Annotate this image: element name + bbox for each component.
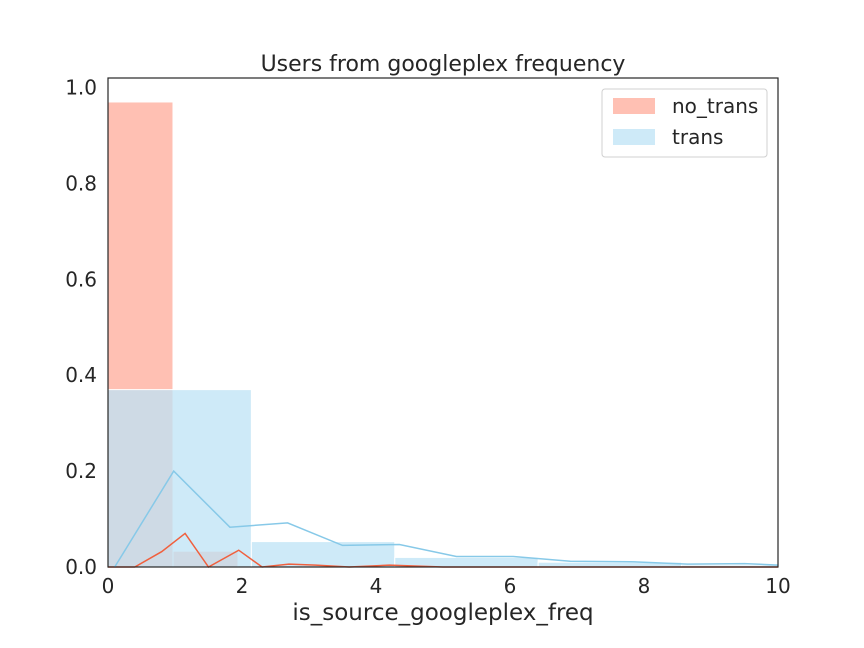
- x-axis-label: is_source_googleplex_freq: [292, 600, 593, 626]
- trans-density-line: [114, 469, 779, 568]
- trans-legend-swatch: [613, 129, 655, 145]
- x-tick-label: 10: [765, 574, 790, 598]
- no_trans-legend-swatch: [613, 98, 655, 114]
- y-tick-label: 1.0: [65, 76, 97, 100]
- x-tick-label: 4: [370, 574, 383, 598]
- x-axis: 0 2 4 6 8 10: [102, 574, 791, 598]
- no_trans-legend-label: no_trans: [672, 94, 758, 118]
- y-tick-label: 0.2: [65, 459, 97, 483]
- x-tick-label: 8: [638, 574, 651, 598]
- y-tick-label: 0.8: [65, 171, 97, 195]
- plot-frame: [107, 77, 779, 568]
- trans-bar-0: [107, 389, 252, 568]
- y-tick-label: 0.6: [65, 267, 97, 291]
- x-tick-label: 0: [102, 574, 115, 598]
- y-axis: 0.0 0.2 0.4 0.6 0.8 1.0: [65, 76, 97, 579]
- x-tick-label: 2: [236, 574, 249, 598]
- chart-title: Users from googleplex frequency: [261, 52, 626, 77]
- trans-legend-label: trans: [672, 125, 723, 149]
- y-tick-label: 0.0: [65, 555, 97, 579]
- plot-area: [107, 101, 779, 568]
- x-tick-label: 6: [504, 574, 517, 598]
- y-tick-label: 0.4: [65, 363, 97, 387]
